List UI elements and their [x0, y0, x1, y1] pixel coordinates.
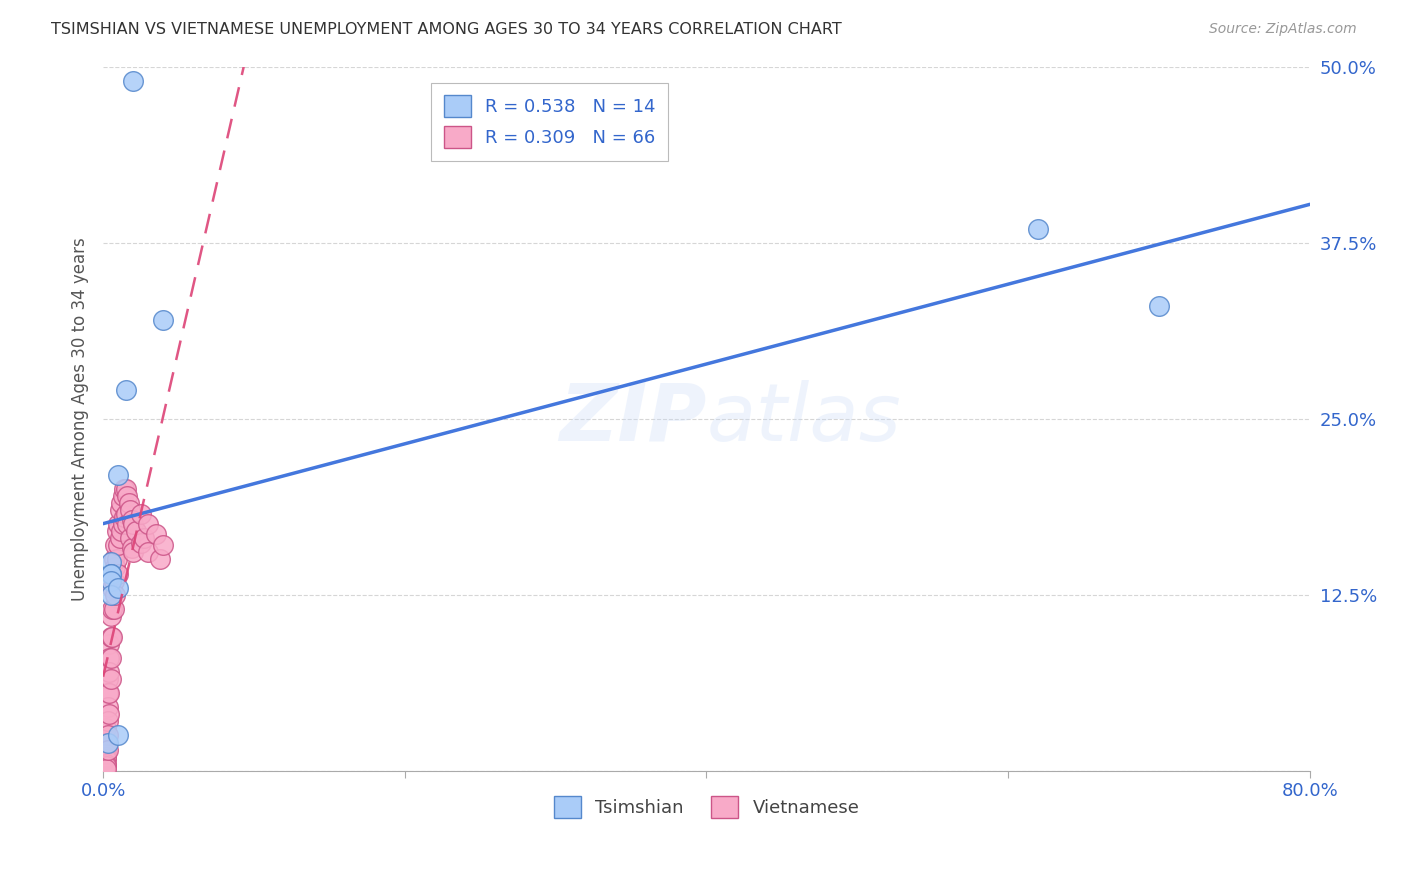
Point: [117, 489, 139, 503]
Point: [114, 384, 136, 398]
Point: [94, 762, 117, 776]
Point: [121, 541, 143, 556]
Point: [138, 517, 160, 532]
Point: [100, 608, 122, 623]
Point: [129, 535, 152, 549]
Point: [149, 552, 172, 566]
Point: [100, 672, 122, 686]
Point: [94, 759, 117, 773]
Point: [101, 630, 124, 644]
Text: atlas: atlas: [706, 380, 901, 458]
Point: [107, 467, 129, 482]
Point: [112, 482, 135, 496]
Point: [94, 735, 117, 749]
Point: [107, 538, 129, 552]
Point: [101, 601, 124, 615]
Point: [97, 672, 120, 686]
Point: [107, 729, 129, 743]
Point: [94, 722, 117, 736]
Point: [100, 588, 122, 602]
Point: [129, 508, 152, 522]
Point: [114, 508, 136, 522]
Point: [94, 756, 117, 771]
Point: [114, 482, 136, 496]
Point: [1028, 221, 1050, 235]
Point: [97, 729, 120, 743]
Point: [100, 566, 122, 581]
Point: [94, 742, 117, 756]
Point: [104, 588, 127, 602]
Point: [98, 707, 121, 722]
Text: TSIMSHIAN VS VIETNAMESE UNEMPLOYMENT AMONG AGES 30 TO 34 YEARS CORRELATION CHART: TSIMSHIAN VS VIETNAMESE UNEMPLOYMENT AMO…: [51, 22, 841, 37]
Point: [145, 527, 167, 541]
Point: [94, 749, 117, 764]
Point: [97, 700, 120, 714]
Point: [110, 496, 132, 510]
Point: [112, 510, 135, 524]
Point: [104, 538, 127, 552]
Point: [105, 524, 128, 539]
Point: [100, 574, 122, 588]
Point: [118, 496, 141, 510]
Point: [111, 489, 134, 503]
Point: [97, 742, 120, 756]
Point: [117, 517, 139, 532]
Point: [111, 517, 134, 532]
Point: [103, 574, 125, 588]
Point: [138, 545, 160, 559]
Text: ZIP: ZIP: [560, 380, 706, 458]
Point: [122, 73, 145, 87]
Point: [122, 545, 145, 559]
Point: [100, 566, 122, 581]
Point: [100, 651, 122, 665]
Point: [110, 524, 132, 539]
Point: [107, 517, 129, 532]
Point: [103, 552, 125, 566]
Point: [98, 637, 121, 651]
Point: [98, 651, 121, 665]
Point: [1147, 299, 1170, 313]
Point: [132, 532, 155, 546]
Point: [97, 714, 120, 729]
Point: [97, 686, 120, 700]
Point: [122, 517, 145, 532]
Point: [107, 566, 129, 581]
Point: [98, 686, 121, 700]
Point: [108, 503, 131, 517]
Point: [152, 313, 174, 327]
Point: [100, 555, 122, 569]
Point: [97, 735, 120, 749]
Legend: Tsimshian, Vietnamese: Tsimshian, Vietnamese: [547, 789, 866, 825]
Point: [105, 552, 128, 566]
Point: [103, 601, 125, 615]
Point: [100, 630, 122, 644]
Point: [94, 752, 117, 766]
Point: [101, 581, 124, 595]
Point: [121, 513, 143, 527]
Point: [125, 524, 148, 539]
Point: [152, 538, 174, 552]
Text: Source: ZipAtlas.com: Source: ZipAtlas.com: [1209, 22, 1357, 37]
Y-axis label: Unemployment Among Ages 30 to 34 years: Unemployment Among Ages 30 to 34 years: [72, 236, 89, 600]
Point: [94, 747, 117, 761]
Point: [104, 559, 127, 574]
Point: [120, 532, 142, 546]
Point: [107, 581, 129, 595]
Point: [98, 665, 121, 679]
Point: [108, 532, 131, 546]
Point: [120, 503, 142, 517]
